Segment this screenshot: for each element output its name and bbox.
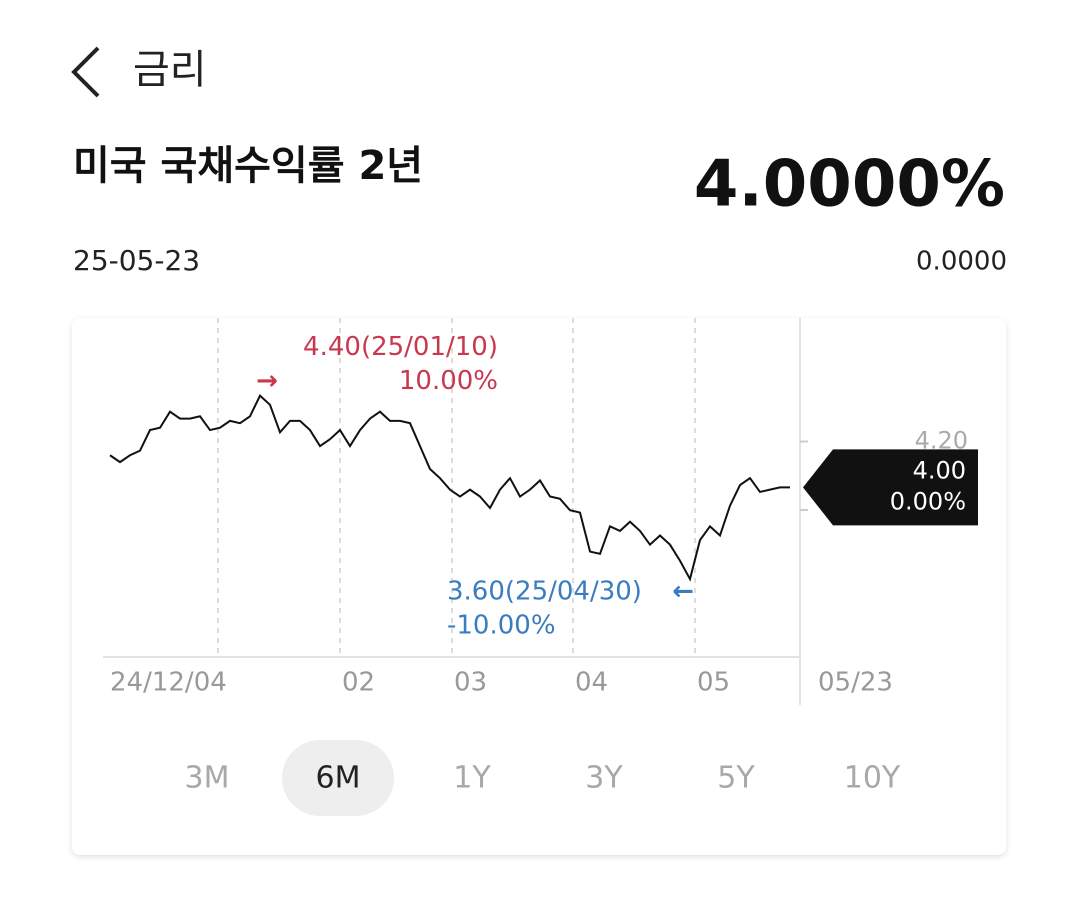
min-label: 3.60(25/04/30) <box>447 577 642 607</box>
chart-card <box>72 318 1006 855</box>
x-tick-label: 24/12/04 <box>110 668 227 698</box>
back-button[interactable] <box>71 46 100 98</box>
back-icon[interactable] <box>71 46 100 98</box>
period-button[interactable]: 1Y <box>453 761 491 796</box>
period-selected-bg[interactable] <box>282 740 394 816</box>
price: 4.0000% <box>694 148 1005 222</box>
plot: 24/12/04 02 03 04 05 05/234.20→4.40(25/01/10)… <box>109 318 978 698</box>
current-tag <box>803 449 978 526</box>
x-tick-label: 03 <box>454 668 487 698</box>
max-change: 10.00% <box>399 366 498 396</box>
period-button[interactable]: 5Y <box>717 761 755 796</box>
min-arrow: ← <box>672 577 694 607</box>
current-value: 4.00 <box>913 456 966 484</box>
x-tick-label: 04 <box>575 668 608 698</box>
page-title: 금리 <box>133 47 207 93</box>
period-button[interactable]: 10Y <box>844 761 901 796</box>
max-arrow: → <box>256 366 278 396</box>
max-label: 4.40(25/01/10) <box>303 332 498 362</box>
change: 0.0000 <box>916 247 1007 277</box>
current-change: 0.00% <box>890 487 966 515</box>
period-button[interactable]: 6M <box>316 761 361 796</box>
period-selector: 3M 6M 1Y 3Y 5Y 10Y <box>185 740 901 816</box>
date: 25-05-23 <box>73 244 200 277</box>
x-tick-label: 02 <box>342 668 375 698</box>
period-button[interactable]: 3Y <box>585 761 623 796</box>
x-tick-label: 05 <box>697 668 730 698</box>
x-last-date: 05/23 <box>818 668 893 698</box>
price-line <box>109 394 790 582</box>
min-change: -10.00% <box>447 611 556 641</box>
period-button[interactable]: 3M <box>185 761 230 796</box>
instrument-name: 미국 국채수익률 2년 <box>73 143 423 189</box>
